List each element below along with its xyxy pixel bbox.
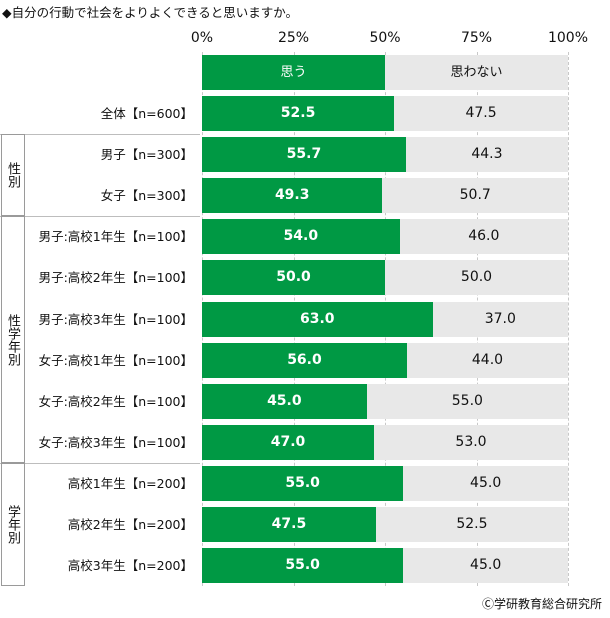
category-label: 女子【n=300】 — [100, 188, 193, 204]
data-label-yes: 54.0 — [283, 228, 319, 245]
bar-yes — [202, 465, 404, 501]
category-label: 男子:高校1年生【n=100】 — [38, 229, 193, 245]
data-label-no: 50.0 — [460, 269, 493, 286]
group-separator — [0, 134, 200, 136]
bar-yes — [202, 383, 367, 419]
group-separator — [0, 216, 200, 218]
bar-yes — [202, 96, 395, 131]
bar-yes — [202, 424, 375, 460]
chart-row: 男子:高校3年生【n=100】 63.0 37.0 — [0, 301, 610, 337]
category-label: 女子:高校1年生【n=100】 — [38, 352, 193, 368]
group-label: 性別 — [5, 162, 20, 189]
group-label-box — [1, 216, 25, 463]
chart-row: 高校1年生【n=200】 55.0 45.0 — [0, 465, 610, 501]
data-label-yes: 49.3 — [274, 187, 310, 204]
legend-no-bar: 思わない — [385, 55, 568, 90]
chart-row: 高校3年生【n=200】 55.0 45.0 — [0, 548, 610, 584]
group-label-box — [1, 462, 25, 587]
data-label-yes: 45.0 — [267, 392, 302, 409]
bar-no — [394, 96, 568, 131]
data-label-yes: 55.7 — [286, 146, 322, 163]
chart-row: 女子:高校3年生【n=100】 47.0 53.0 — [0, 424, 610, 460]
group-label: 学年別 — [5, 504, 20, 544]
data-label-no: 44.0 — [471, 351, 504, 368]
bar-yes — [202, 137, 406, 173]
bar-no — [405, 137, 568, 173]
x-tick-label: 0% — [190, 30, 214, 46]
bar-yes — [202, 219, 400, 255]
bar-yes — [202, 507, 376, 542]
chart-row: 女子:高校1年生【n=100】 56.0 44.0 — [0, 342, 610, 378]
bar-no — [385, 260, 568, 296]
data-label-yes: 52.5 — [280, 105, 316, 121]
category-label: 高校1年生【n=200】 — [67, 475, 193, 491]
category-label: 男子【n=300】 — [100, 147, 193, 163]
group-label: 性学年別 — [5, 313, 20, 366]
bar-no — [399, 219, 568, 255]
data-label-no: 44.3 — [471, 146, 503, 163]
chart-row: 全体【n=600】 52.5 47.5 — [0, 96, 610, 131]
data-label-no: 45.0 — [470, 557, 502, 574]
bar-yes — [202, 301, 433, 337]
data-label-no: 47.5 — [465, 105, 497, 121]
chart-row: 女子:高校2年生【n=100】 45.0 55.0 — [0, 383, 610, 419]
data-label-no: 46.0 — [468, 228, 500, 245]
x-tick-label: 75% — [460, 30, 493, 46]
data-label-no: 37.0 — [484, 310, 516, 327]
data-label-yes: 47.5 — [271, 516, 307, 532]
data-label-yes: 56.0 — [287, 351, 322, 368]
category-label: 高校3年生【n=200】 — [67, 558, 193, 574]
category-label: 女子:高校3年生【n=100】 — [38, 434, 193, 450]
legend-yes-bar: 思う — [202, 55, 385, 90]
category-label: 女子:高校2年生【n=100】 — [38, 393, 193, 409]
x-tick-label: 100% — [547, 30, 589, 46]
bar-no — [366, 383, 568, 419]
legend-yes-label: 思う — [280, 65, 307, 80]
chart-row: 女子【n=300】 49.3 50.7 — [0, 178, 610, 214]
data-label-no: 50.7 — [459, 187, 491, 204]
bar-no — [374, 424, 568, 460]
category-label: 男子:高校3年生【n=100】 — [38, 311, 193, 327]
x-tick-label: 50% — [369, 30, 401, 46]
bar-no — [382, 178, 568, 214]
bar-yes — [202, 178, 383, 214]
data-label-no: 55.0 — [451, 392, 483, 409]
category-label: 高校2年生【n=200】 — [67, 517, 193, 532]
group-label-box — [1, 134, 25, 217]
data-label-yes: 55.0 — [285, 557, 320, 574]
chart-row: 男子:高校2年生【n=100】 50.0 50.0 — [0, 260, 610, 296]
bar-yes — [202, 548, 404, 584]
chart-row: 高校2年生【n=200】 47.5 52.5 — [0, 507, 610, 542]
bar-no — [406, 342, 568, 378]
data-label-no: 53.0 — [455, 433, 487, 450]
category-label: 全体【n=600】 — [100, 106, 193, 121]
gridline — [568, 52, 569, 586]
chart-title: ◆自分の行動で社会をよりよくできると思いますか。 — [2, 5, 298, 20]
copyright: Ⓒ学研教育総合研究所 — [481, 597, 602, 611]
data-label-no: 52.5 — [456, 516, 488, 532]
data-label-yes: 63.0 — [300, 310, 335, 327]
data-label-yes: 50.0 — [276, 269, 311, 286]
chart-row: 男子【n=300】 55.7 44.3 — [0, 137, 610, 173]
chart-row: 男子:高校1年生【n=100】 54.0 46.0 — [0, 219, 610, 255]
bar-no — [432, 301, 568, 337]
legend-no-label: 思わない — [450, 65, 503, 80]
bar-no — [375, 507, 568, 542]
data-label-no: 45.0 — [470, 474, 502, 491]
group-separator — [0, 462, 200, 464]
bar-yes — [202, 260, 385, 296]
bar-no — [403, 465, 568, 501]
data-label-yes: 47.0 — [270, 433, 306, 450]
category-label: 男子:高校2年生【n=100】 — [38, 270, 193, 286]
bar-no — [403, 548, 568, 584]
x-tick-label: 25% — [277, 30, 310, 46]
bar-yes — [202, 342, 407, 378]
data-label-yes: 55.0 — [285, 474, 320, 491]
